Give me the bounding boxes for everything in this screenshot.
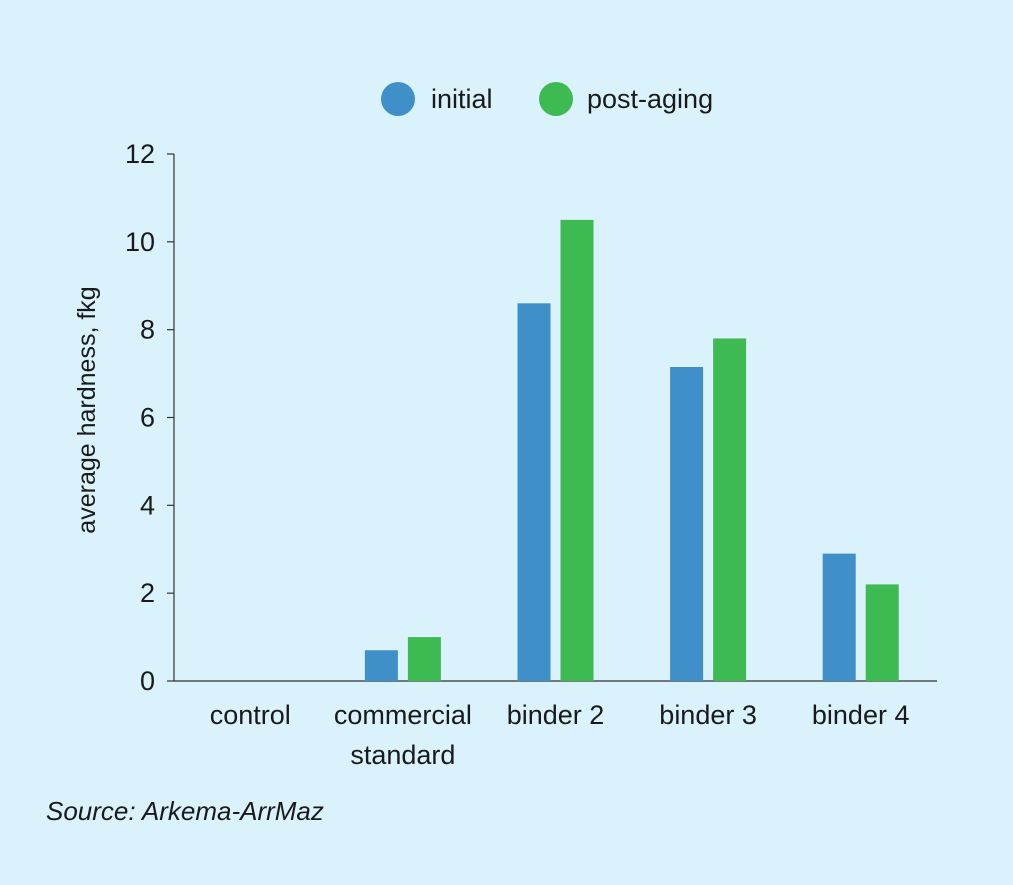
legend-label: initial: [431, 84, 493, 114]
bar-post-aging: [865, 584, 899, 681]
x-category-label: binder 4: [812, 700, 910, 730]
source-note: Source: Arkema-ArrMaz: [46, 796, 324, 826]
legend-marker: [381, 82, 415, 116]
legend-label: post-aging: [587, 84, 713, 114]
bar-initial: [364, 650, 398, 681]
y-axis-title: average hardness, fkg: [73, 286, 101, 533]
y-tick-label: 0: [140, 666, 155, 696]
x-category-label: binder 3: [659, 700, 757, 730]
x-category-label: binder 2: [507, 700, 605, 730]
bar-initial: [517, 303, 551, 681]
y-tick-label: 2: [140, 578, 155, 608]
bar-initial: [670, 366, 704, 681]
y-tick-label: 6: [140, 403, 155, 433]
legend-marker: [539, 82, 573, 116]
bar-initial: [822, 553, 856, 681]
bar-post-aging: [713, 338, 747, 681]
x-category-label: control: [210, 700, 291, 730]
y-tick-label: 4: [140, 490, 155, 520]
y-tick-label: 8: [140, 315, 155, 345]
bar-post-aging: [560, 219, 594, 681]
y-tick-label: 12: [125, 139, 155, 169]
bar-post-aging: [407, 637, 441, 681]
x-category-label: standard: [350, 740, 455, 770]
y-tick-label: 10: [125, 227, 155, 257]
x-category-label: commercial: [334, 700, 472, 730]
